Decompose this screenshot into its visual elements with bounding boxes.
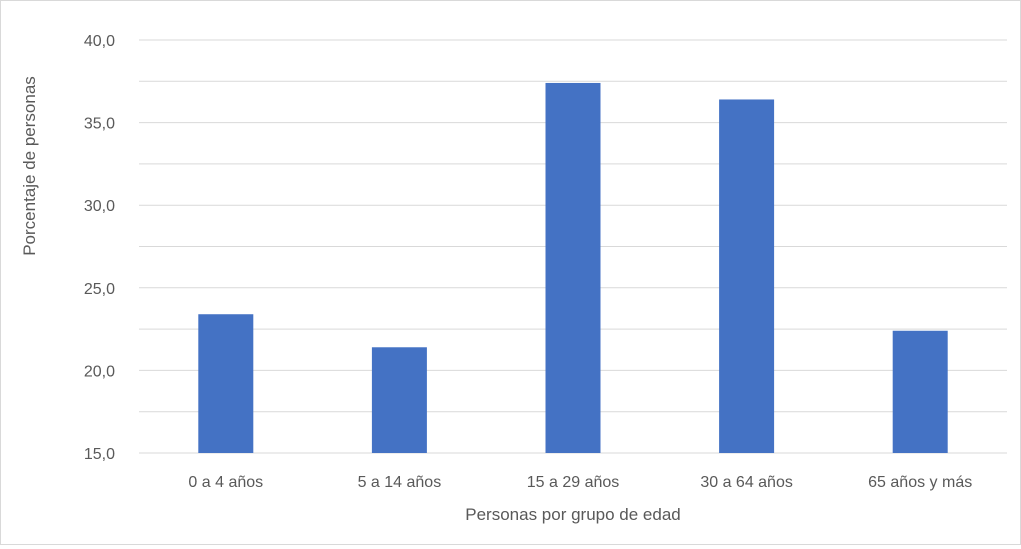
y-tick-labels: 15,0 20,0 25,0 30,0 35,0 40,0 bbox=[84, 33, 115, 463]
bar bbox=[545, 82, 601, 454]
y-tick-label: 25,0 bbox=[84, 281, 115, 298]
y-tick-label: 40,0 bbox=[84, 33, 115, 50]
bar bbox=[371, 347, 427, 453]
x-tick-label: 30 a 64 años bbox=[700, 474, 793, 491]
bar bbox=[892, 330, 948, 453]
bars bbox=[198, 82, 948, 454]
bar bbox=[198, 314, 254, 453]
x-tick-label: 15 a 29 años bbox=[527, 474, 620, 491]
y-tick-label: 20,0 bbox=[84, 363, 115, 380]
y-tick-label: 15,0 bbox=[84, 446, 115, 463]
x-tick-label: 0 a 4 años bbox=[188, 474, 263, 491]
bar bbox=[719, 99, 775, 454]
x-tick-labels: 0 a 4 años 5 a 14 años 15 a 29 años 30 a 64… bbox=[188, 474, 972, 491]
y-axis-title: Porcentaje de personas bbox=[20, 76, 39, 256]
y-tick-label: 35,0 bbox=[84, 116, 115, 133]
x-tick-label: 65 años y más bbox=[868, 474, 972, 491]
x-tick-label: 5 a 14 años bbox=[358, 474, 442, 491]
y-tick-label: 30,0 bbox=[84, 198, 115, 215]
x-axis-title: Personas por grupo de edad bbox=[465, 505, 681, 524]
